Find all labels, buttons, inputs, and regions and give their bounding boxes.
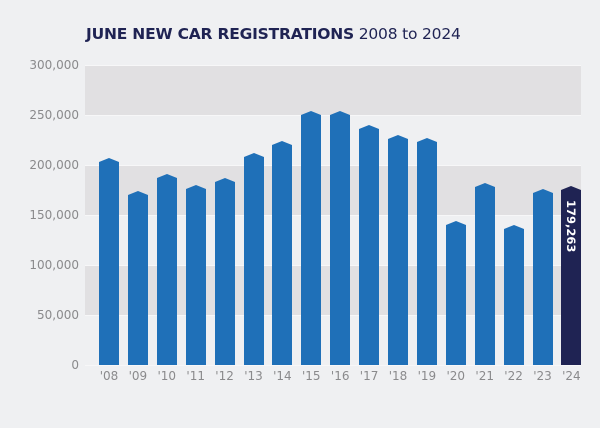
x-axis-tick-label: '08 [99, 369, 119, 383]
x-axis-tick-label: '09 [128, 369, 148, 383]
bar-14 [272, 140, 293, 365]
chart-title: JUNE NEW CAR REGISTRATIONS 2008 to 2024 [86, 25, 461, 43]
bar-19 [416, 137, 437, 365]
x-axis-tick-label: '23 [533, 369, 552, 383]
bar-value-label: 179,263 [564, 199, 579, 252]
y-axis-tick-label: 250,000 [29, 107, 79, 122]
gridline [85, 365, 581, 366]
x-axis-tick-label: '19 [417, 369, 437, 383]
bar-08 [99, 157, 119, 365]
y-axis-tick-label: 50,000 [37, 307, 79, 322]
bar-21 [474, 182, 495, 365]
bar-15 [301, 110, 322, 365]
y-axis-tick-label: 150,000 [29, 207, 79, 222]
chart-title-bold: JUNE NEW CAR REGISTRATIONS [86, 25, 354, 43]
gridline [85, 65, 581, 66]
x-axis-tick-label: '12 [215, 369, 234, 383]
bar-17 [359, 124, 380, 365]
x-axis-tick-label: '21 [475, 369, 494, 383]
y-axis-tick-label: 200,000 [29, 157, 79, 172]
y-axis-tick-label: 100,000 [29, 257, 79, 272]
grid-band [85, 65, 581, 115]
y-axis-tick-label: 0 [71, 357, 79, 372]
x-axis-tick-label: '11 [186, 369, 205, 383]
x-axis-tick-label: '24 [562, 369, 581, 383]
x-axis-tick-label: '17 [359, 369, 379, 383]
y-axis-tick-label: 300,000 [29, 58, 79, 72]
bar-18 [388, 134, 408, 365]
bar-23 [532, 188, 553, 365]
x-axis-tick-label: '10 [157, 369, 177, 383]
x-axis-tick-label: '15 [302, 369, 321, 383]
bar-09 [127, 190, 148, 365]
x-axis-tick-label: '16 [330, 369, 350, 383]
bar-10 [156, 173, 177, 365]
bar-20 [445, 220, 466, 365]
x-axis-tick-label: '20 [446, 369, 466, 383]
bar-24 [561, 185, 582, 365]
x-axis-tick-label: '13 [244, 369, 263, 383]
bar-22 [503, 224, 524, 365]
x-axis-tick-label: '14 [273, 369, 292, 383]
bar-16 [330, 110, 351, 365]
x-axis-tick-label: '18 [388, 369, 408, 383]
x-axis-tick-label: '22 [504, 369, 523, 383]
bar-12 [214, 177, 235, 365]
bar-11 [185, 184, 206, 365]
bar-13 [243, 152, 264, 365]
chart-title-subtitle: 2008 to 2024 [358, 25, 461, 43]
